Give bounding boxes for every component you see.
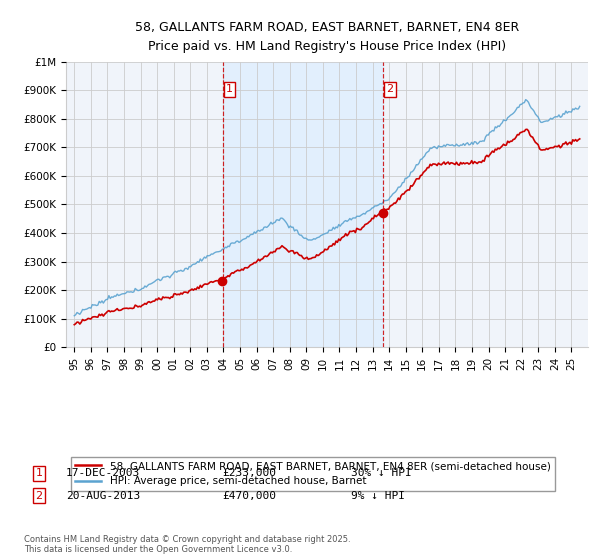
Text: 1: 1 <box>226 85 233 95</box>
Text: £233,000: £233,000 <box>222 468 276 478</box>
Text: 2: 2 <box>35 491 43 501</box>
Text: £470,000: £470,000 <box>222 491 276 501</box>
Text: 17-DEC-2003: 17-DEC-2003 <box>66 468 140 478</box>
Text: 9% ↓ HPI: 9% ↓ HPI <box>351 491 405 501</box>
Bar <box>223 62 383 347</box>
Title: 58, GALLANTS FARM ROAD, EAST BARNET, BARNET, EN4 8ER
Price paid vs. HM Land Regi: 58, GALLANTS FARM ROAD, EAST BARNET, BAR… <box>135 21 519 54</box>
Text: 2: 2 <box>386 85 394 95</box>
Text: 20-AUG-2013: 20-AUG-2013 <box>66 491 140 501</box>
Text: 30% ↓ HPI: 30% ↓ HPI <box>351 468 412 478</box>
Text: 1: 1 <box>35 468 43 478</box>
Text: Contains HM Land Registry data © Crown copyright and database right 2025.
This d: Contains HM Land Registry data © Crown c… <box>24 535 350 554</box>
Legend: 58, GALLANTS FARM ROAD, EAST BARNET, BARNET, EN4 8ER (semi-detached house), HPI:: 58, GALLANTS FARM ROAD, EAST BARNET, BAR… <box>71 457 555 491</box>
